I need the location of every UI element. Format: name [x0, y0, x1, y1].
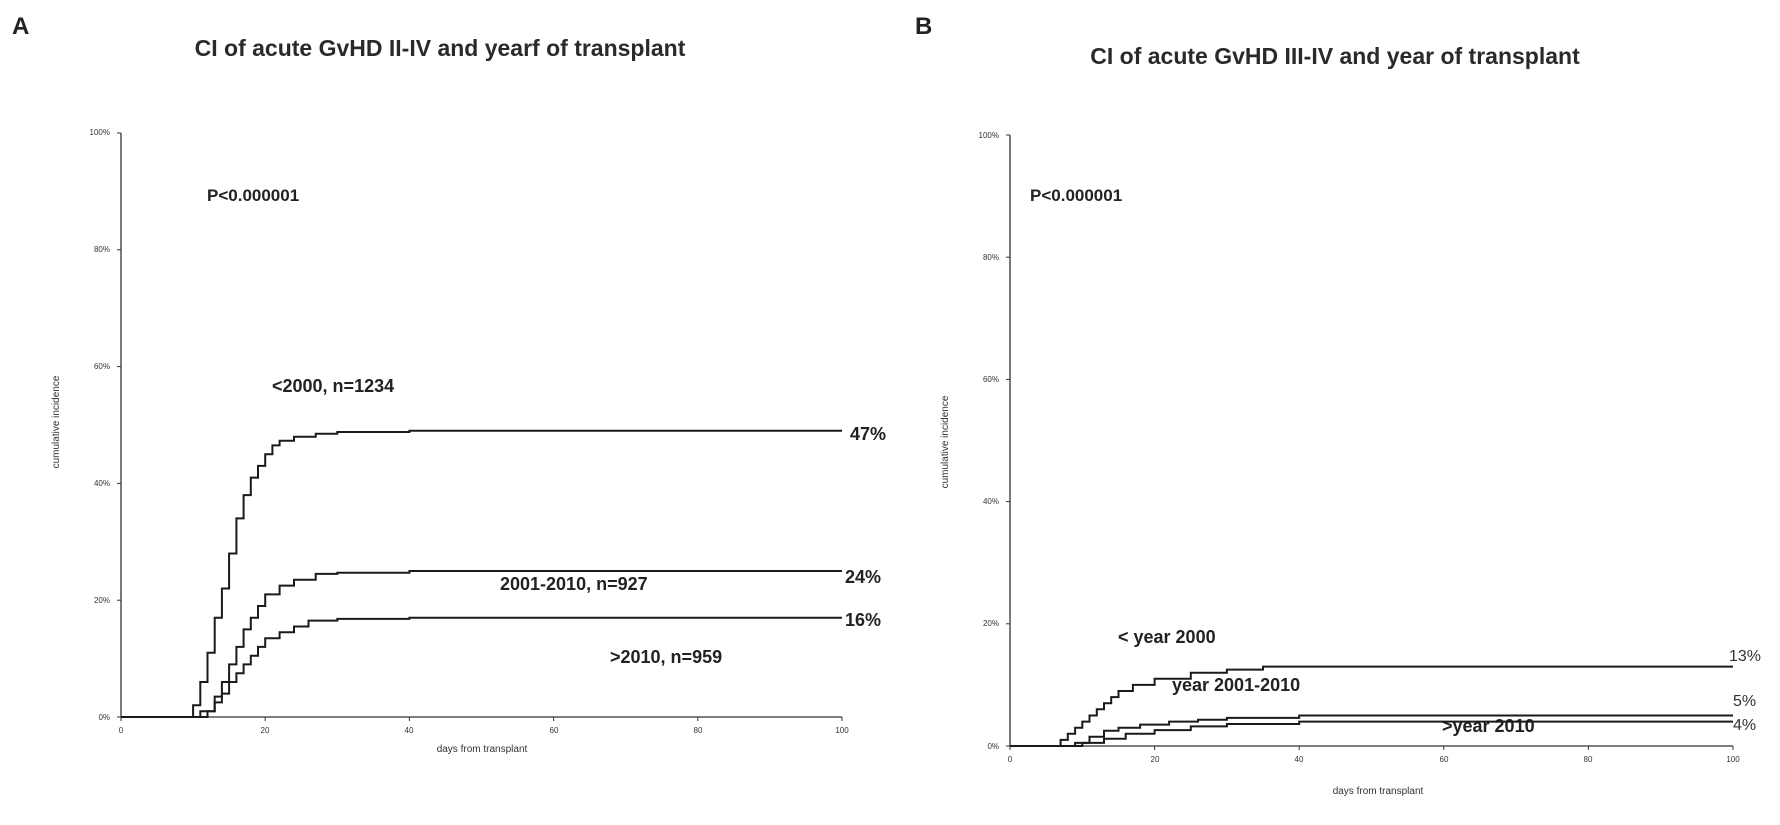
x-tick-label-a-100: 100 [835, 726, 849, 735]
x-tick-label-a-80: 80 [694, 726, 703, 735]
series-line-a-1 [121, 570, 842, 718]
curves-a [121, 429, 842, 718]
x-tick-label-b-80: 80 [1584, 755, 1593, 764]
x-tick-label-b-60: 60 [1440, 755, 1449, 764]
series-line-a-2 [121, 616, 842, 718]
y-axis-label-a: cumulative incidence [51, 375, 62, 468]
series-line-b-1 [1010, 714, 1733, 747]
curves-b [1010, 665, 1733, 747]
x-tick-label-a-40: 40 [405, 726, 414, 735]
p-value-a: P<0.000001 [207, 186, 299, 205]
x-tick-label-b-100: 100 [1726, 755, 1740, 764]
y-tick-label-a-20: 20% [94, 596, 110, 605]
series-label-b-lt2000: < year 2000 [1118, 627, 1216, 647]
chart-title-b: CI of acute GvHD III-IV and year of tran… [1090, 43, 1580, 69]
end-label-b-4: 4% [1733, 717, 1756, 734]
p-value-b: P<0.000001 [1030, 186, 1122, 205]
y-tick-label-a-60: 60% [94, 362, 110, 371]
y-tick-label-b-40: 40% [983, 497, 999, 506]
tick-marks-a [117, 132, 843, 721]
series-label-b-gt2010: >year 2010 [1442, 716, 1535, 736]
x-tick-label-b-40: 40 [1295, 755, 1304, 764]
series-label-a-2001-2010: 2001-2010, n=927 [500, 574, 648, 594]
y-tick-label-a-100: 100% [90, 128, 110, 137]
end-label-b-13: 13% [1729, 648, 1761, 665]
tick-marks-b [1006, 134, 1734, 750]
x-tick-label-a-60: 60 [550, 726, 559, 735]
end-label-b-5: 5% [1733, 693, 1756, 710]
x-axis-label-a: days from transplant [437, 744, 528, 755]
y-tick-label-a-0: 0% [98, 713, 110, 722]
series-line-b-2 [1010, 720, 1733, 747]
x-tick-label-b-20: 20 [1151, 755, 1160, 764]
y-tick-label-b-60: 60% [983, 375, 999, 384]
chart-title-a: CI of acute GvHD II-IV and yearf of tran… [195, 35, 686, 61]
panel-a: A CI of acute GvHD II-IV and yearf of tr… [12, 13, 886, 755]
series-label-a-gt2010: >2010, n=959 [610, 647, 722, 667]
x-tick-label-a-0: 0 [119, 726, 124, 735]
y-axis-label-b: cumulative incidence [940, 395, 951, 488]
series-line-b-0 [1010, 665, 1733, 747]
y-tick-label-b-0: 0% [987, 742, 999, 751]
end-label-a-47: 47% [850, 424, 886, 444]
panel-letter-a: A [12, 13, 29, 40]
y-tick-label-b-20: 20% [983, 619, 999, 628]
end-label-a-16: 16% [845, 610, 881, 630]
end-label-a-24: 24% [845, 567, 881, 587]
y-tick-label-b-80: 80% [983, 253, 999, 262]
y-tick-label-a-80: 80% [94, 245, 110, 254]
series-label-b-2001-2010: year 2001-2010 [1172, 675, 1300, 695]
x-tick-label-b-0: 0 [1008, 755, 1013, 764]
series-line-a-0 [121, 429, 842, 718]
y-tick-label-b-100: 100% [979, 131, 999, 140]
panel-b: B CI of acute GvHD III-IV and year of tr… [915, 13, 1761, 797]
panel-letter-b: B [915, 13, 932, 40]
x-tick-label-a-20: 20 [261, 726, 270, 735]
y-tick-label-a-40: 40% [94, 479, 110, 488]
series-label-a-lt2000: <2000, n=1234 [272, 376, 394, 396]
x-axis-label-b: days from transplant [1333, 786, 1424, 797]
